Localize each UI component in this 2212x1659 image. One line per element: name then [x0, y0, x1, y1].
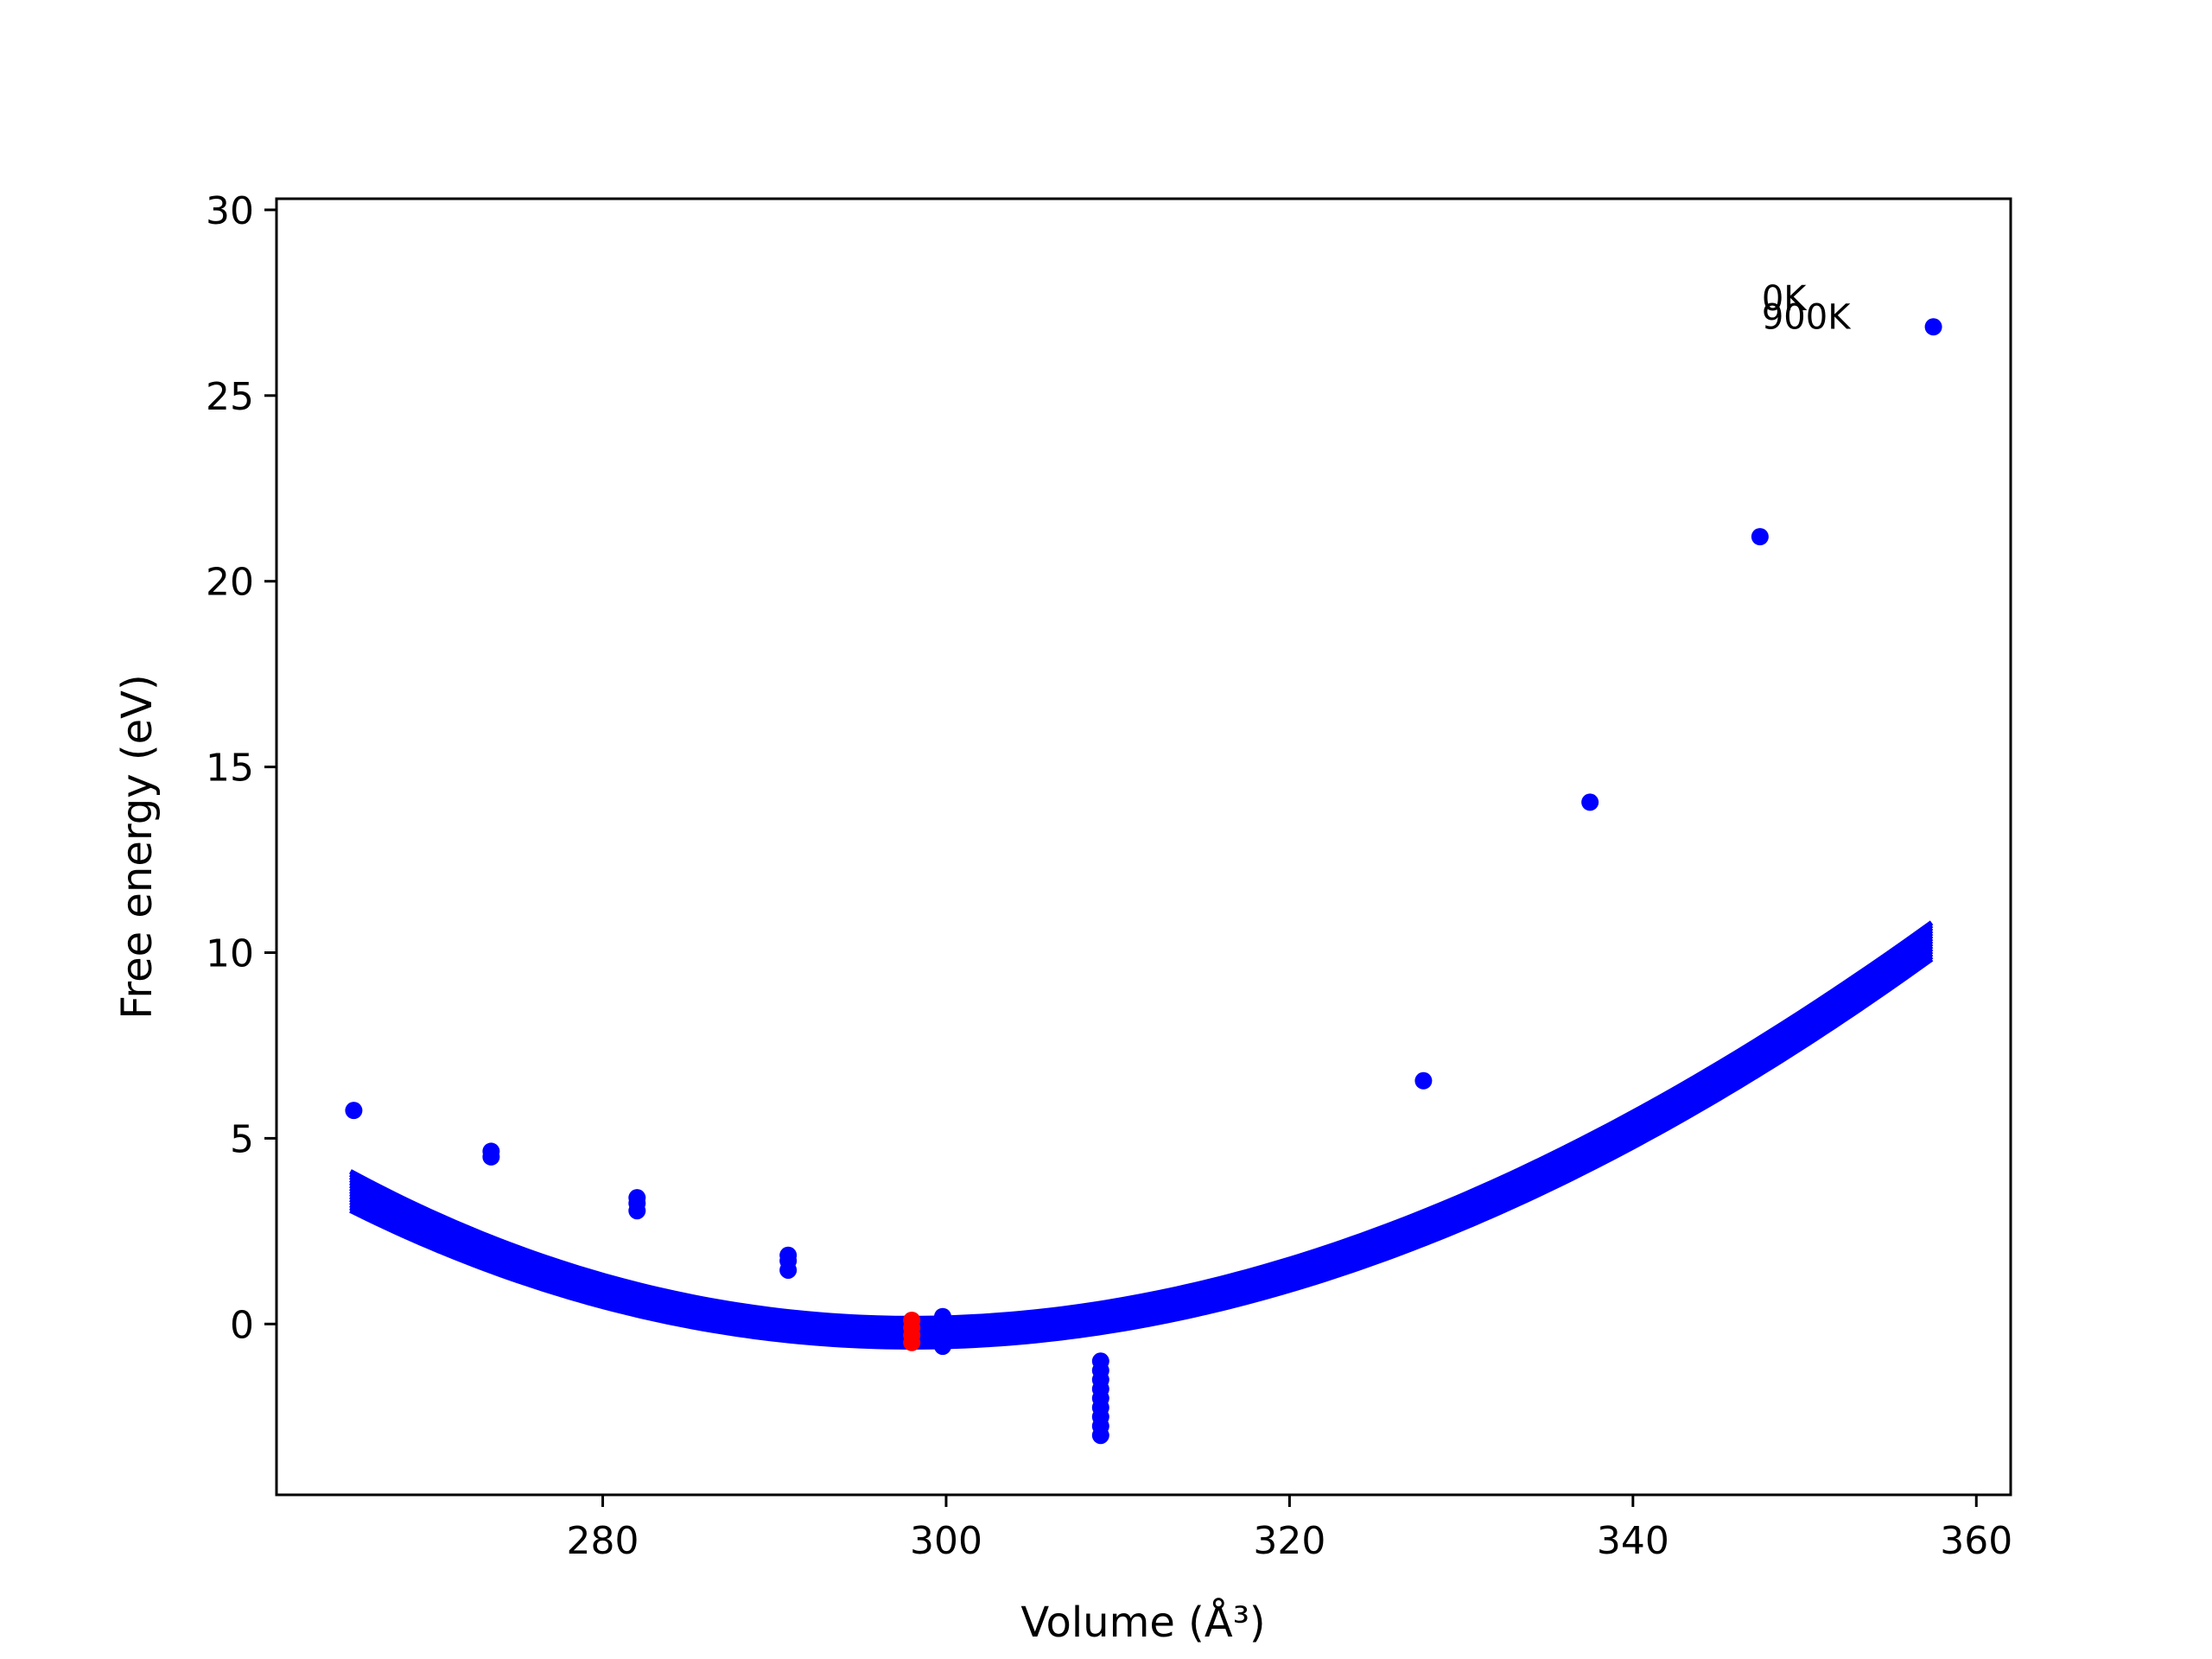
- temperature-label: 0K: [1762, 279, 1808, 319]
- x-tick-label: 320: [1253, 1519, 1325, 1563]
- x-axis-ticks: 280 300 320 340 360: [567, 1495, 2012, 1563]
- temperature-label: 900K: [1762, 297, 1852, 337]
- y-tick-label: 25: [206, 375, 254, 419]
- data-point: [1924, 318, 1942, 336]
- data-point: [482, 1147, 500, 1166]
- minimum-points: [903, 1311, 921, 1351]
- y-tick-label: 15: [206, 747, 254, 791]
- data-point: [1091, 1427, 1109, 1445]
- data-points: [345, 318, 1942, 1445]
- y-tick-label: 10: [206, 931, 254, 976]
- plot-frame: [275, 197, 2012, 1497]
- x-tick-label: 340: [1597, 1519, 1669, 1563]
- fit-curve-line: [349, 957, 1934, 1350]
- x-tick-label: 280: [567, 1519, 639, 1563]
- fit-curve-band: [349, 920, 1934, 1350]
- x-tick-label: 360: [1940, 1519, 2012, 1563]
- minimum-point: [903, 1333, 921, 1351]
- y-axis-label: Free energy (eV): [113, 674, 162, 1019]
- y-tick-label: 20: [206, 561, 254, 605]
- data-point: [1414, 1071, 1433, 1090]
- data-point: [934, 1338, 952, 1356]
- y-tick-label: 0: [230, 1303, 254, 1347]
- y-tick-label: 5: [230, 1117, 254, 1161]
- x-tick-label: 300: [910, 1519, 982, 1563]
- data-point: [779, 1261, 798, 1279]
- data-point: [1581, 793, 1599, 811]
- data-point: [1751, 528, 1769, 546]
- data-point: [345, 1102, 363, 1120]
- data-point: [1251, 1281, 1269, 1300]
- y-axis-ticks: 0 5 10 15 20 25 30: [206, 189, 276, 1347]
- data-point: [628, 1202, 646, 1220]
- x-axis-label: Volume (Å³): [1020, 1598, 1265, 1647]
- y-tick-label: 30: [206, 189, 254, 233]
